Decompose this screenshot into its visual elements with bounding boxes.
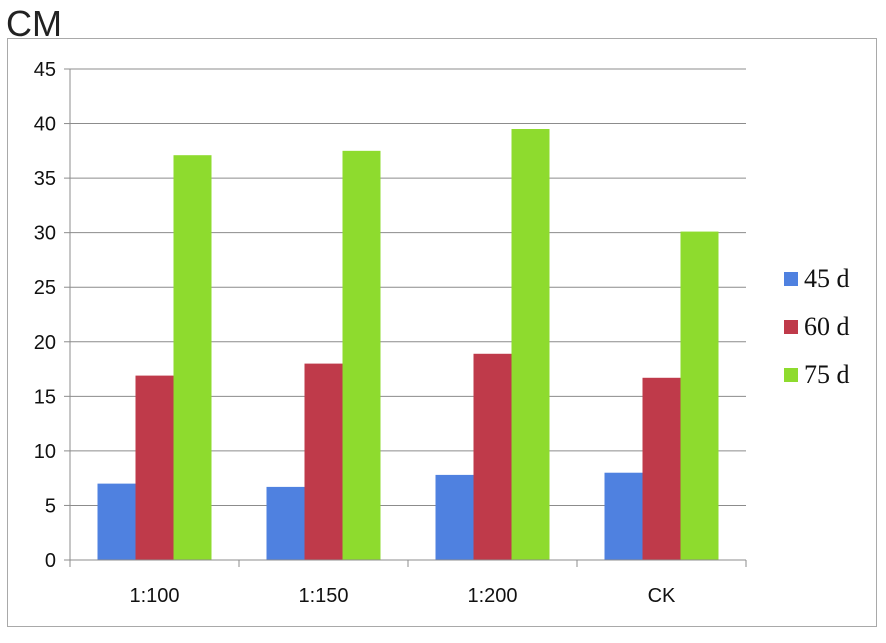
x-tick-label: 1:200 <box>467 585 517 607</box>
y-tick-label: 15 <box>34 386 56 408</box>
y-tick-label: 0 <box>45 550 56 572</box>
y-tick-label: 45 <box>34 59 56 81</box>
x-tick-label: 1:150 <box>298 585 348 607</box>
bar-60d-CK <box>642 377 681 560</box>
y-tick-label: 25 <box>34 277 56 299</box>
y-tick-label: 30 <box>34 223 56 245</box>
bar-75d-1-100 <box>173 155 212 560</box>
legend-swatch <box>784 368 798 382</box>
bar-45d-CK <box>604 472 643 560</box>
bar-45d-1-150 <box>266 486 305 560</box>
legend: 45 d 60 d 75 d <box>784 264 850 389</box>
legend-label: 60 d <box>804 312 850 341</box>
legend-label: 75 d <box>804 360 850 389</box>
x-tick-label: 1:100 <box>129 585 179 607</box>
y-tick-label: 35 <box>34 168 56 190</box>
y-axis-unit-label: CM <box>6 3 62 44</box>
bar-75d-CK <box>680 231 719 560</box>
legend-swatch <box>784 272 798 286</box>
bar-45d-1-100 <box>97 483 136 560</box>
bar-60d-1-150 <box>304 363 343 560</box>
axes <box>64 68 747 567</box>
bars <box>97 129 719 561</box>
legend-swatch <box>784 320 798 334</box>
legend-label: 45 d <box>804 264 850 293</box>
y-tick-label: 40 <box>34 114 56 136</box>
y-tick-label: 10 <box>34 441 56 463</box>
x-tick-labels: 1:100 1:150 1:200 CK <box>129 585 676 607</box>
bar-60d-1-200 <box>473 353 512 560</box>
y-tick-labels: 0 5 10 15 20 25 30 35 40 45 <box>34 59 56 572</box>
y-tick-label: 20 <box>34 332 56 354</box>
y-tick-label: 5 <box>45 495 56 517</box>
bar-60d-1-100 <box>135 375 174 560</box>
bar-75d-1-200 <box>511 129 550 560</box>
bar-45d-1-200 <box>435 474 474 560</box>
chart-frame <box>7 38 877 627</box>
x-tick-label: CK <box>648 585 676 607</box>
bar-75d-1-150 <box>342 150 381 561</box>
